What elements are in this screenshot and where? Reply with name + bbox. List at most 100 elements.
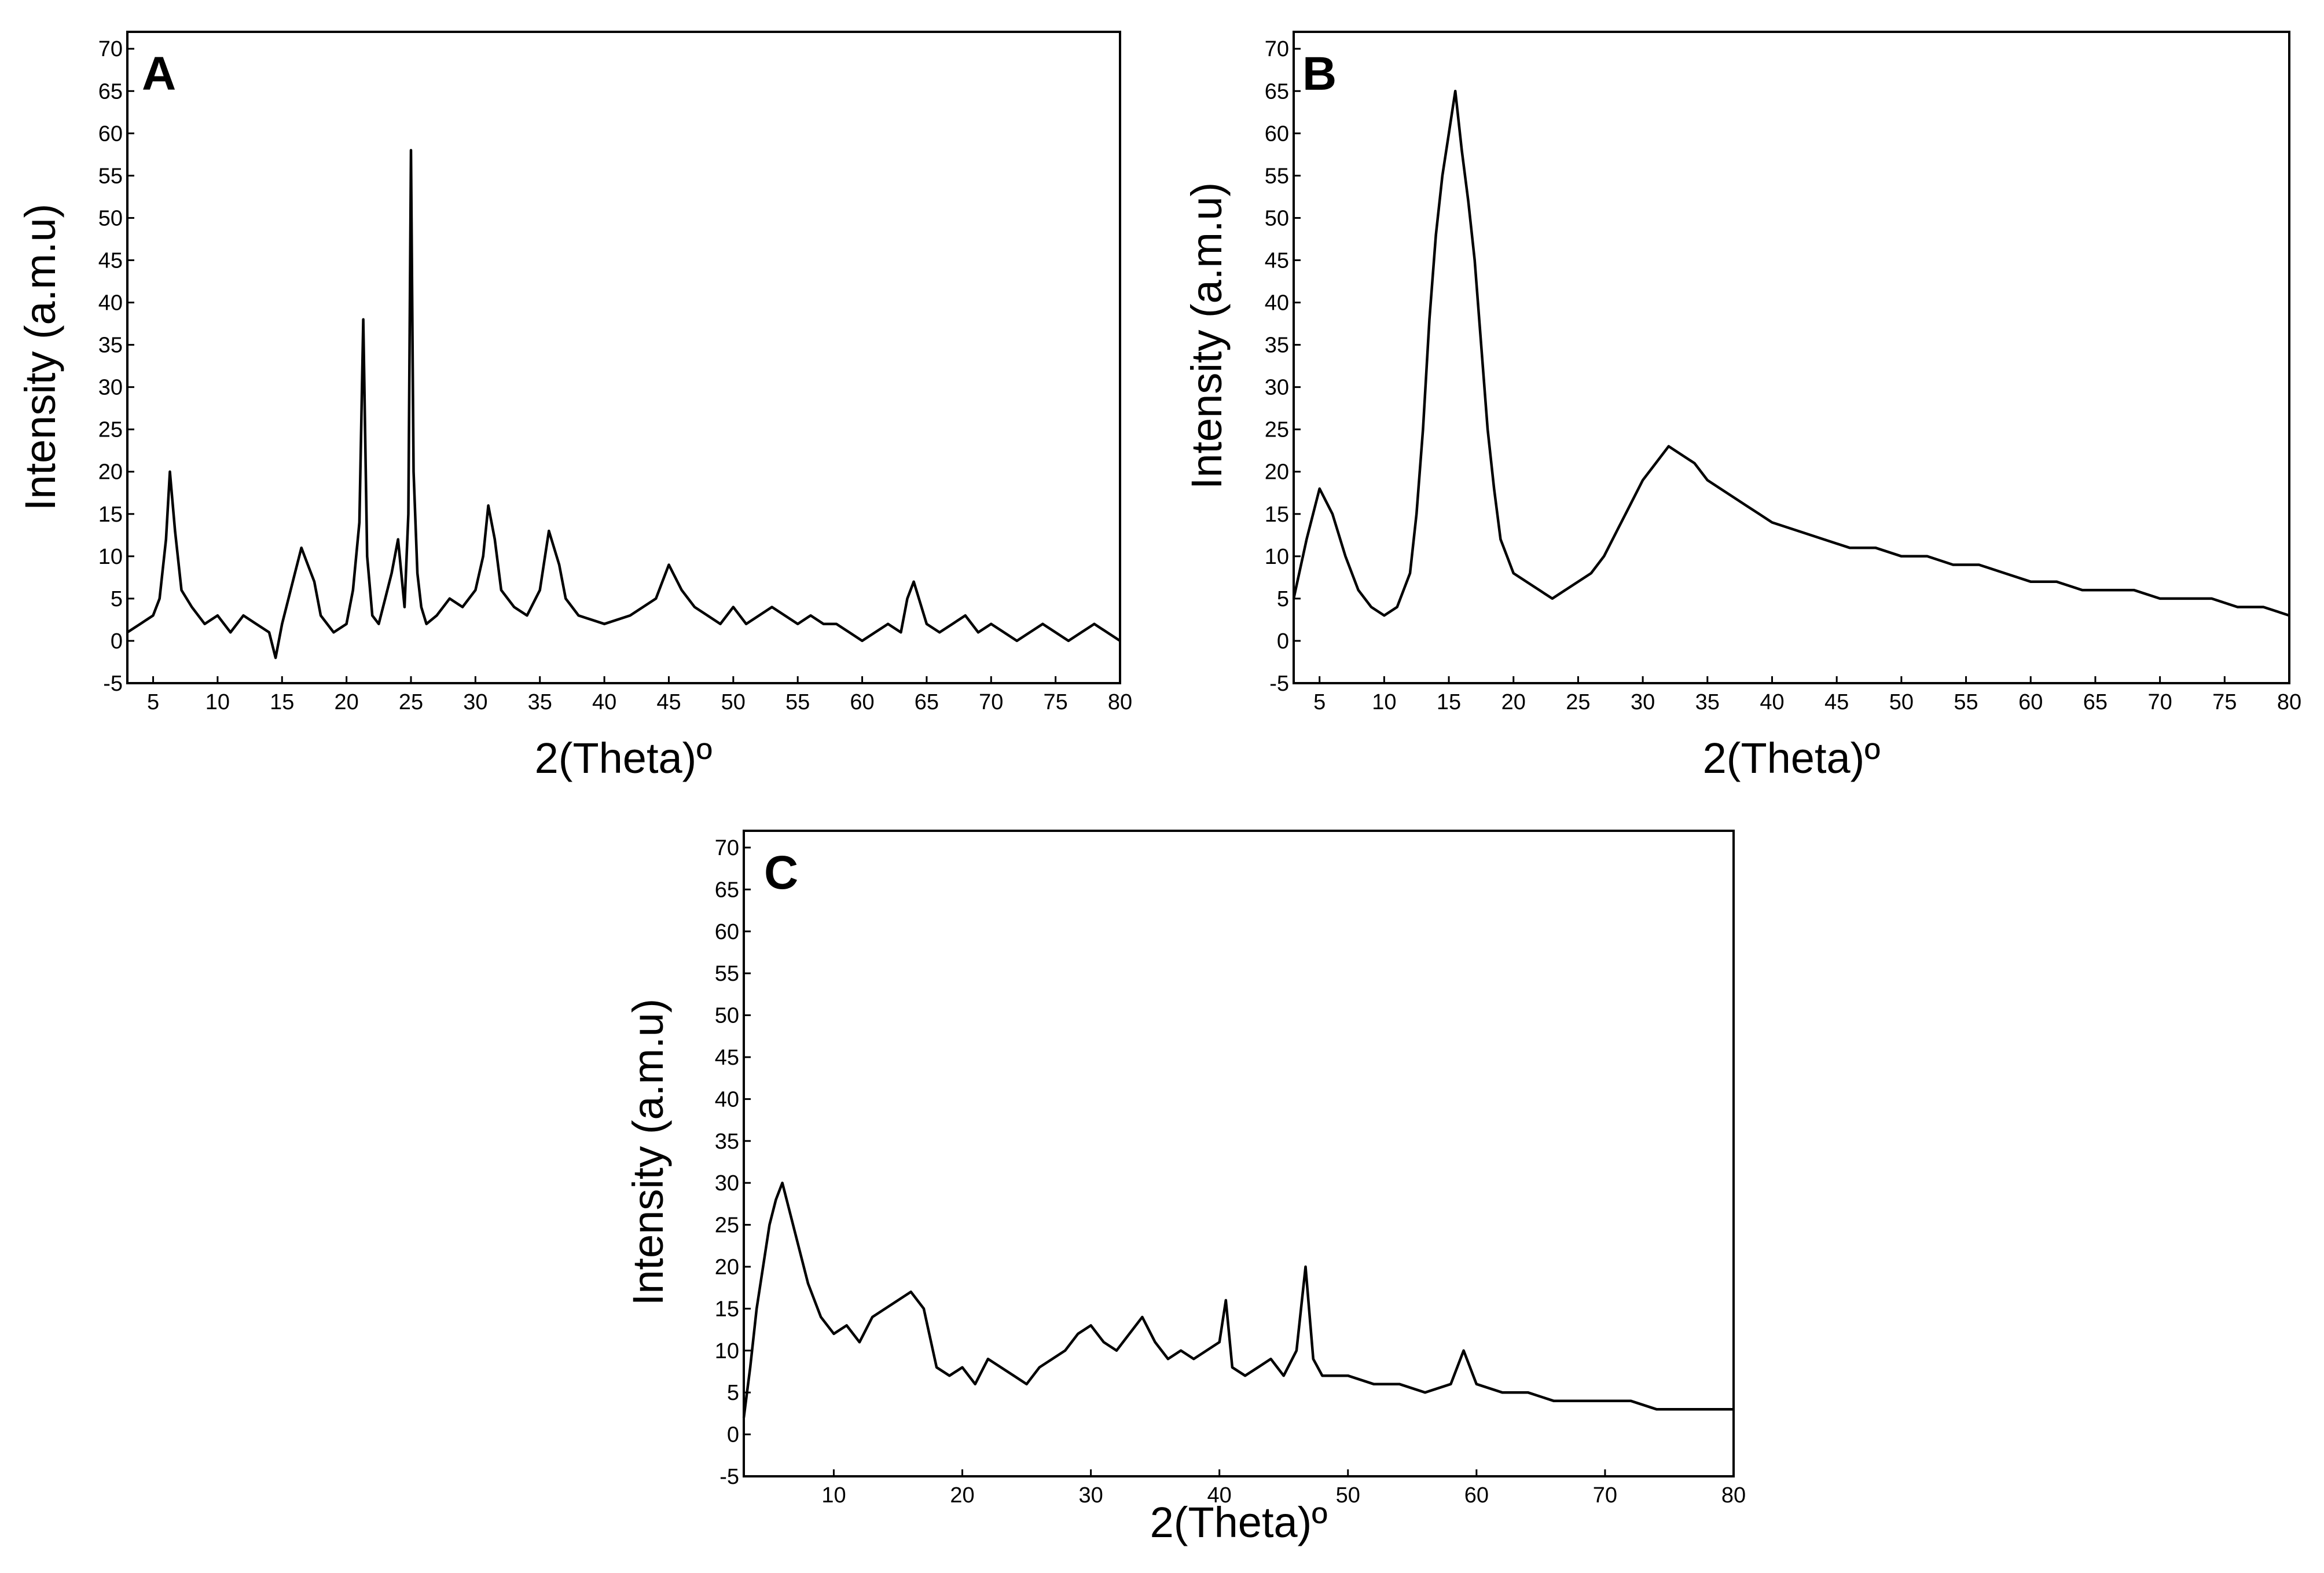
panel-c-y-tick-label: 25	[715, 1213, 739, 1238]
panel-c-x-axis-title: 2(Theta)º	[1150, 1498, 1328, 1546]
panel-c-x-tick-label: 70	[1593, 1483, 1617, 1508]
panel-a-y-tick-label: 65	[98, 79, 123, 104]
panel-a-y-tick-label: 30	[98, 376, 123, 400]
panel-b-axis-ticks: 5 10 15 20 25 30 35 40 45 50 55 60 65 70 75 80 -5 0 5 10 15 2…	[1265, 37, 2301, 714]
panel-a-x-tick-label: 65	[915, 690, 939, 714]
panel-a-y-tick-label: 45	[98, 248, 123, 273]
panel-c-y-tick-label: 15	[715, 1297, 739, 1321]
panel-a-x-tick-label: 55	[785, 690, 810, 714]
panel-c-x-tick-label: 20	[950, 1483, 974, 1508]
panel-c-y-tick-label: 5	[727, 1381, 739, 1405]
panel-b-y-tick-label: 60	[1265, 122, 1289, 146]
panel-a-y-tick-label: 70	[98, 37, 123, 61]
panel-c-plot-frame	[743, 830, 1735, 1477]
panel-b-series-line	[1292, 90, 2290, 617]
panel-c-y-tick-label: 70	[715, 836, 739, 860]
panel-a-x-tick-label: 30	[463, 690, 487, 714]
panel-b-x-tick-label: 15	[1437, 690, 1461, 714]
panel-a-x-tick-label: 20	[334, 690, 358, 714]
panel-c-y-tick-label: 60	[715, 920, 739, 944]
panel-b-x-tick-label: 80	[2277, 690, 2301, 714]
panel-a-chart: 5 10 15 20 25 30 35 40 45 50 55 60 65 70 75 80 -5 0 5 10 15 2…	[16, 31, 1132, 782]
panel-a-x-tick-label: 5	[147, 690, 159, 714]
panel-a-x-axis-title: 2(Theta)º	[535, 734, 713, 782]
panel-b-y-tick-label: 40	[1265, 291, 1289, 316]
panel-c-series-line	[742, 1181, 1734, 1418]
panel-c-y-tick-label: 10	[715, 1339, 739, 1363]
panel-a-y-tick-label: -5	[103, 672, 123, 696]
panel-c-y-tick-label: 65	[715, 878, 739, 902]
panel-c-axis-ticks: 10 20 30 40 50 60 70 80 -5 0 5 10 15 20 25 30 35 40 45 50 55…	[715, 836, 1746, 1508]
panel-b-x-tick-label: 45	[1824, 690, 1849, 714]
panel-b-y-tick-label: 65	[1265, 79, 1289, 104]
panel-b-chart: 5 10 15 20 25 30 35 40 45 50 55 60 65 70 75 80 -5 0 5 10 15 2…	[1183, 31, 2301, 782]
panel-a-series-line	[126, 149, 1121, 659]
panel-b-x-tick-label: 10	[1372, 690, 1396, 714]
panel-a-y-tick-label: 10	[98, 545, 123, 569]
panel-b-y-tick-label: 45	[1265, 248, 1289, 273]
panel-b-x-tick-label: 70	[2147, 690, 2172, 714]
panel-b-y-tick-label: 10	[1265, 545, 1289, 569]
panel-a-y-tick-label: 50	[98, 206, 123, 230]
panel-a-x-tick-label: 15	[270, 690, 294, 714]
panel-a-y-tick-label: 0	[111, 629, 123, 654]
panel-b-x-tick-label: 20	[1501, 690, 1526, 714]
panel-b-y-tick-label: 15	[1265, 503, 1289, 527]
panel-a-y-tick-label: 25	[98, 418, 123, 442]
panel-c-y-tick-label: 30	[715, 1171, 739, 1196]
panel-b-x-tick-label: 35	[1695, 690, 1720, 714]
panel-c-letter: C	[764, 846, 798, 899]
panel-c-x-tick-label: 50	[1336, 1483, 1360, 1508]
panel-a-y-tick-label: 20	[98, 460, 123, 485]
panel-b-y-tick-label: 30	[1265, 376, 1289, 400]
panel-b-x-tick-label: 60	[2018, 690, 2043, 714]
panel-a-y-tick-label: 55	[98, 164, 123, 188]
panel-c-x-tick-label: 10	[821, 1483, 846, 1508]
panel-a-y-tick-label: 60	[98, 122, 123, 146]
panel-a-axis-ticks: 5 10 15 20 25 30 35 40 45 50 55 60 65 70 75 80 -5 0 5 10 15 2…	[98, 37, 1132, 714]
panel-a-y-tick-label: 15	[98, 503, 123, 527]
panel-a-x-tick-label: 70	[979, 690, 1003, 714]
panel-b-y-tick-label: 70	[1265, 37, 1289, 61]
panel-b-y-tick-label: 0	[1277, 629, 1289, 654]
panel-b-y-axis-title: Intensity (a.m.u)	[1183, 182, 1231, 490]
panel-b-x-tick-label: 50	[1889, 690, 1914, 714]
panel-b-x-tick-label: 65	[2083, 690, 2108, 714]
panel-c-y-tick-label: 35	[715, 1130, 739, 1154]
panel-b-x-tick-label: 25	[1566, 690, 1590, 714]
panel-b-x-axis-title: 2(Theta)º	[1703, 734, 1881, 782]
panel-c-x-tick-label: 30	[1078, 1483, 1103, 1508]
panel-a-x-tick-label: 50	[721, 690, 746, 714]
panel-b-x-tick-label: 30	[1631, 690, 1655, 714]
panel-a-y-axis-title: Intensity (a.m.u)	[16, 204, 64, 511]
panel-c-y-tick-label: 55	[715, 962, 739, 986]
panel-b-x-tick-label: 55	[1954, 690, 1978, 714]
panel-c-y-tick-label: 20	[715, 1255, 739, 1279]
panel-b-y-tick-label: 55	[1265, 164, 1289, 188]
panel-a-x-tick-label: 25	[399, 690, 423, 714]
panel-b-y-tick-label: 25	[1265, 418, 1289, 442]
panel-b-x-tick-label: 75	[2212, 690, 2237, 714]
panel-c-x-tick-label: 60	[1464, 1483, 1489, 1508]
panel-b-x-tick-label: 5	[1313, 690, 1326, 714]
panel-a-x-tick-label: 80	[1108, 690, 1132, 714]
panel-c-y-tick-label: 45	[715, 1046, 739, 1070]
panel-a-x-tick-label: 60	[850, 690, 874, 714]
panel-c-x-tick-label: 80	[1721, 1483, 1746, 1508]
panel-b-y-tick-label: -5	[1269, 672, 1289, 696]
panel-a-x-tick-label: 35	[528, 690, 552, 714]
panel-c-chart: 10 20 30 40 50 60 70 80 -5 0 5 10 15 20 25 30 35 40 45 50 55…	[624, 830, 1746, 1546]
panel-a-y-tick-label: 35	[98, 333, 123, 358]
panel-b-y-tick-label: 5	[1277, 587, 1289, 611]
panel-a-y-tick-label: 5	[111, 587, 123, 611]
panel-a-x-tick-label: 75	[1043, 690, 1067, 714]
panel-a-x-tick-label: 10	[205, 690, 230, 714]
panel-c-y-tick-label: 40	[715, 1087, 739, 1112]
panel-b-y-tick-label: 35	[1265, 333, 1289, 358]
panel-a-plot-frame	[126, 31, 1121, 684]
panel-c-y-tick-label: -5	[719, 1465, 739, 1489]
panel-a-y-tick-label: 40	[98, 291, 123, 316]
panel-c-y-axis-title: Intensity (a.m.u)	[624, 999, 672, 1306]
panel-b-y-tick-label: 50	[1265, 206, 1289, 230]
